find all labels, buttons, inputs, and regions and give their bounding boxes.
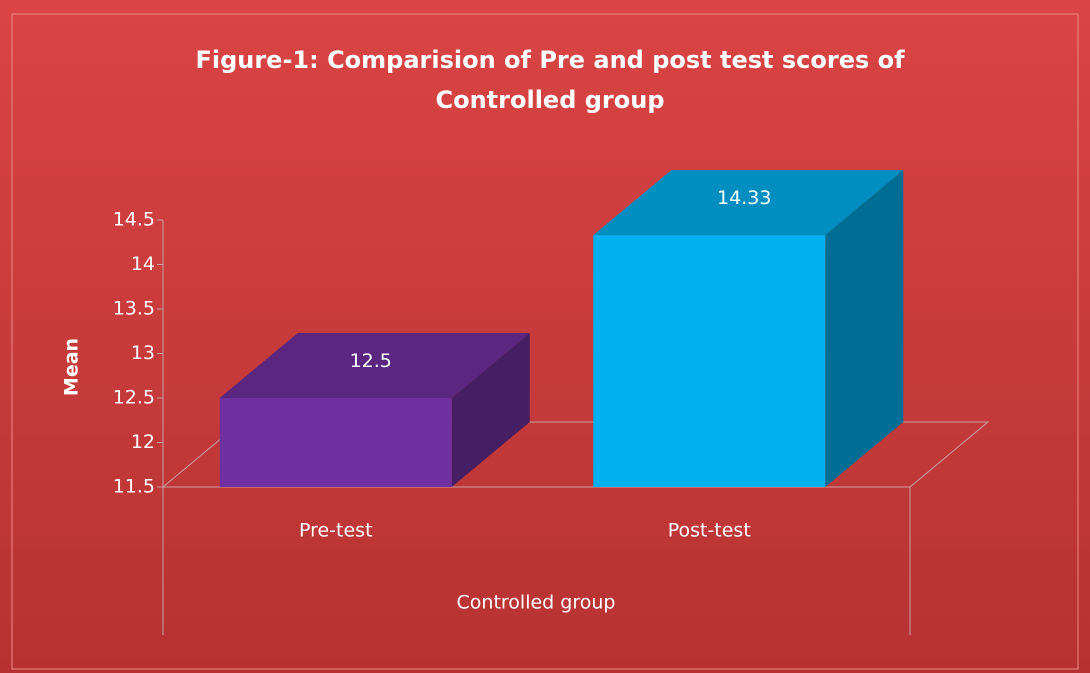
- x-tick-label: Pre-test: [299, 520, 373, 542]
- data-label: 12.5: [350, 350, 392, 372]
- x-tick-label: Post-test: [668, 520, 751, 542]
- y-tick-label: 14: [131, 253, 155, 275]
- bar: [219, 398, 452, 487]
- x-axis-label: Controlled group: [457, 592, 616, 614]
- bar: [593, 235, 826, 487]
- bar-top: [219, 333, 530, 398]
- y-tick-label: 12: [131, 431, 155, 453]
- y-tick-label: 11.5: [113, 476, 155, 498]
- y-axis-label: Mean: [61, 338, 83, 396]
- y-tick-label: 12.5: [113, 387, 155, 409]
- chart-title: Figure-1: Comparision of Pre and post te…: [195, 46, 905, 114]
- bar-side: [451, 333, 530, 487]
- y-tick-label: 13.5: [113, 298, 155, 320]
- data-label: 14.33: [717, 187, 771, 209]
- y-tick-label: 13: [131, 342, 155, 364]
- chart-border: [11, 13, 1079, 670]
- bar-top: [593, 170, 904, 236]
- y-tick-label: 14.5: [113, 209, 155, 231]
- bar-side: [825, 170, 904, 487]
